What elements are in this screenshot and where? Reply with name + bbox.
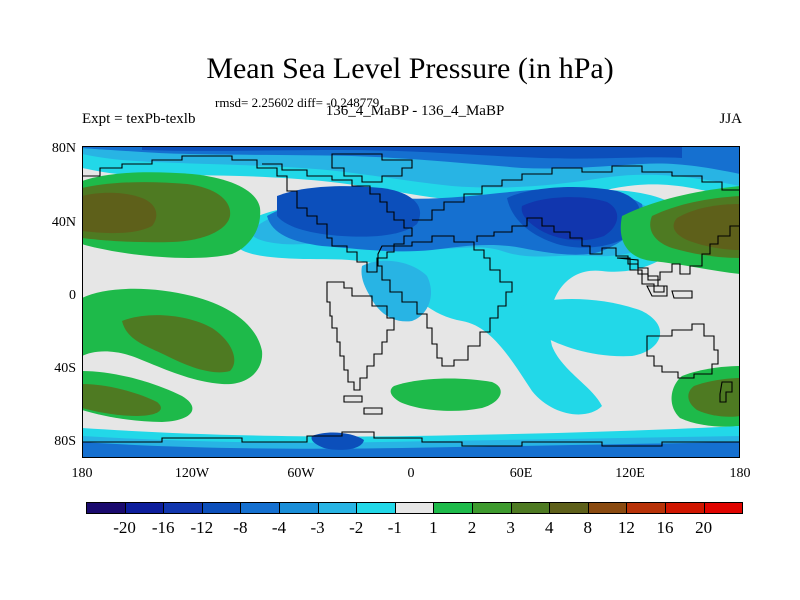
colorbar-swatch	[201, 502, 242, 514]
x-tick-180e: 180	[729, 466, 751, 481]
colorbar-label: 4	[544, 518, 554, 537]
colorbar-label: -8	[233, 518, 248, 537]
y-tick-80s: 80S	[54, 434, 76, 449]
region-green-south-atlantic	[390, 378, 501, 411]
contour-fields	[82, 146, 740, 458]
stats-text: rmsd= 2.25602 diff= -0.248779	[215, 95, 380, 110]
colorbar-label: -4	[271, 518, 287, 537]
x-tick-120e: 120E	[615, 466, 645, 481]
colorbar-swatch	[124, 502, 165, 514]
pressure-map	[82, 146, 740, 458]
colorbar-swatch	[163, 502, 203, 514]
colorbar-swatch	[510, 502, 551, 514]
x-tick-60w: 60W	[287, 466, 315, 481]
coastline-antarctica	[82, 431, 740, 447]
region-brown-east-asia	[673, 204, 740, 250]
colorbar-swatch	[317, 502, 358, 514]
region-olive-southern-ocean-east	[688, 378, 740, 417]
region-darkblue-antarctic-patch	[311, 432, 364, 450]
region-olive-southern-ocean-west	[82, 384, 161, 416]
coastline-greenland	[331, 153, 413, 183]
plot-frame	[82, 146, 740, 458]
experiment-comparison-label: 136_4_MaBP - 136_4_MaBP	[325, 103, 505, 119]
colorbar-swatch	[279, 502, 319, 514]
region-blue-antarctic	[82, 442, 740, 458]
colorbar-label: 12	[617, 518, 635, 537]
colorbar-label: -2	[349, 518, 364, 537]
colorbar-label: 1	[429, 518, 438, 537]
colorbar-label: -16	[151, 518, 175, 537]
season-label: JJA	[719, 111, 742, 127]
coastlines	[82, 153, 740, 447]
experiment-label: Expt = texPb-texlb	[82, 111, 196, 127]
region-brown-north-pacific	[82, 192, 157, 234]
y-tick-40s: 40S	[54, 361, 76, 376]
x-tick-0: 0	[407, 466, 415, 481]
coastline-north-america	[82, 155, 413, 273]
colorbar-swatch	[472, 502, 512, 514]
y-tick-80n: 80N	[51, 141, 76, 156]
map-plot-area	[82, 146, 740, 458]
chart-title: Mean Sea Level Pressure (in hPa)	[206, 52, 614, 85]
coastline-south-america	[326, 281, 395, 391]
colorbar-label: -20	[113, 518, 136, 537]
colorbar-label: -1	[387, 518, 402, 537]
region-deepblue-central-asia	[521, 197, 618, 241]
colorbar-label: 8	[583, 518, 593, 537]
coastline-eurasia	[412, 165, 740, 281]
colorbar-swatch	[626, 502, 666, 514]
colorbar-label: 2	[467, 518, 477, 537]
colorbar-swatch	[356, 502, 396, 514]
coastline-southeast-asia	[616, 257, 665, 293]
region-cyan-south-pacific	[520, 299, 661, 357]
y-tick-0: 0	[69, 288, 76, 303]
y-tick-40n: 40N	[51, 215, 76, 230]
coastline-islands-atlantic	[343, 395, 383, 415]
coastline-new-zealand	[719, 381, 733, 403]
colorbar-label: 20	[695, 518, 713, 537]
coastline-indonesia	[646, 285, 693, 299]
colorbar-swatch	[86, 502, 126, 514]
region-darkblue-north-america	[277, 186, 421, 237]
x-tick-180w: 180	[71, 466, 93, 481]
colorbar-swatch	[665, 502, 705, 514]
colorbar-label: 16	[656, 518, 674, 537]
coastline-africa	[377, 235, 513, 367]
x-tick-60e: 60E	[509, 466, 533, 481]
region-olive-south-pacific	[122, 315, 235, 373]
colorbar-swatch	[587, 502, 628, 514]
colorbar-swatch	[549, 502, 589, 514]
coastline-australia	[646, 323, 719, 379]
colorbar-swatch	[240, 502, 280, 514]
colorbar-label: 3	[506, 518, 515, 537]
colorbar-swatch	[394, 502, 435, 514]
x-tick-120w: 120W	[174, 466, 210, 481]
region-darkblue-arctic	[142, 146, 682, 159]
colorbar-label: -12	[190, 518, 214, 537]
colorbar-label: -3	[310, 518, 325, 537]
colorbar-swatch	[433, 502, 473, 514]
colorbar-swatch	[703, 502, 744, 514]
